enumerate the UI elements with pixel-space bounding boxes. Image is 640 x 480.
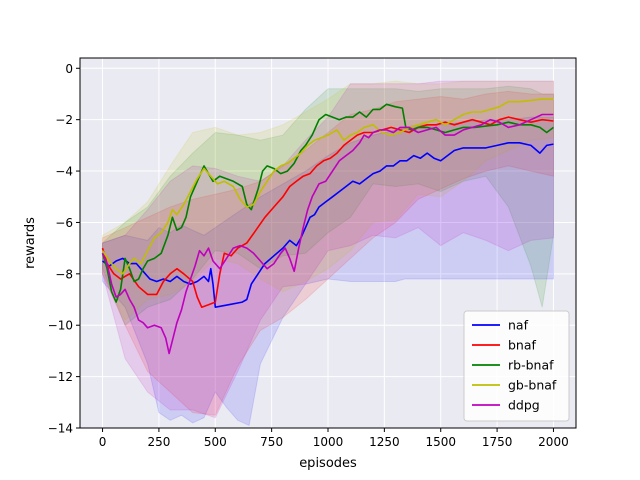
x-tick-label: 1750 (482, 435, 513, 449)
series-line-bnaf (101, 116, 554, 309)
x-tick-label: 250 (147, 435, 170, 449)
legend-label-gb-bnaf: gb-bnaf (508, 378, 557, 393)
x-tick-label: 500 (204, 435, 227, 449)
y-axis-ticks: 0 −2 −4 −6 −8 −10 −12 −14 (48, 62, 80, 436)
legend-label-naf: naf (508, 318, 529, 333)
band-naf (102, 116, 554, 427)
x-axis-label: episodes (299, 456, 357, 471)
x-tick-label: 1000 (313, 435, 344, 449)
legend: naf bnaf rb-bnaf gb-bnaf ddpg (463, 310, 570, 422)
x-tick-label: 750 (260, 435, 283, 449)
legend-label-ddpg: ddpg (508, 398, 540, 413)
y-tick-label: −12 (48, 370, 73, 384)
legend-box (463, 310, 570, 422)
y-tick-label: −14 (48, 422, 73, 436)
series-lines (101, 98, 554, 355)
y-tick-label: −6 (55, 216, 73, 230)
x-tick-label: 0 (99, 435, 107, 449)
y-tick-label: −4 (55, 165, 73, 179)
series-line-ddpg (101, 113, 554, 355)
y-axis-label: rewards (23, 217, 38, 269)
legend-label-bnaf: bnaf (508, 338, 537, 353)
x-tick-label: 1250 (369, 435, 400, 449)
band-rb-bnaf (102, 85, 554, 327)
x-tick-label: 2000 (538, 435, 569, 449)
series-line-gb-bnaf (101, 98, 554, 275)
x-axis-ticks: 0 250 500 750 1000 1250 1500 1750 2000 (99, 428, 569, 449)
series-line-naf (102, 142, 554, 309)
grid-lines (80, 58, 576, 429)
y-tick-label: −8 (55, 267, 73, 281)
legend-label-rb-bnaf: rb-bnaf (508, 358, 554, 373)
y-tick-label: −10 (48, 319, 73, 333)
x-tick-label: 1500 (425, 435, 456, 449)
y-tick-label: 0 (65, 62, 73, 76)
y-tick-label: −2 (55, 113, 73, 127)
